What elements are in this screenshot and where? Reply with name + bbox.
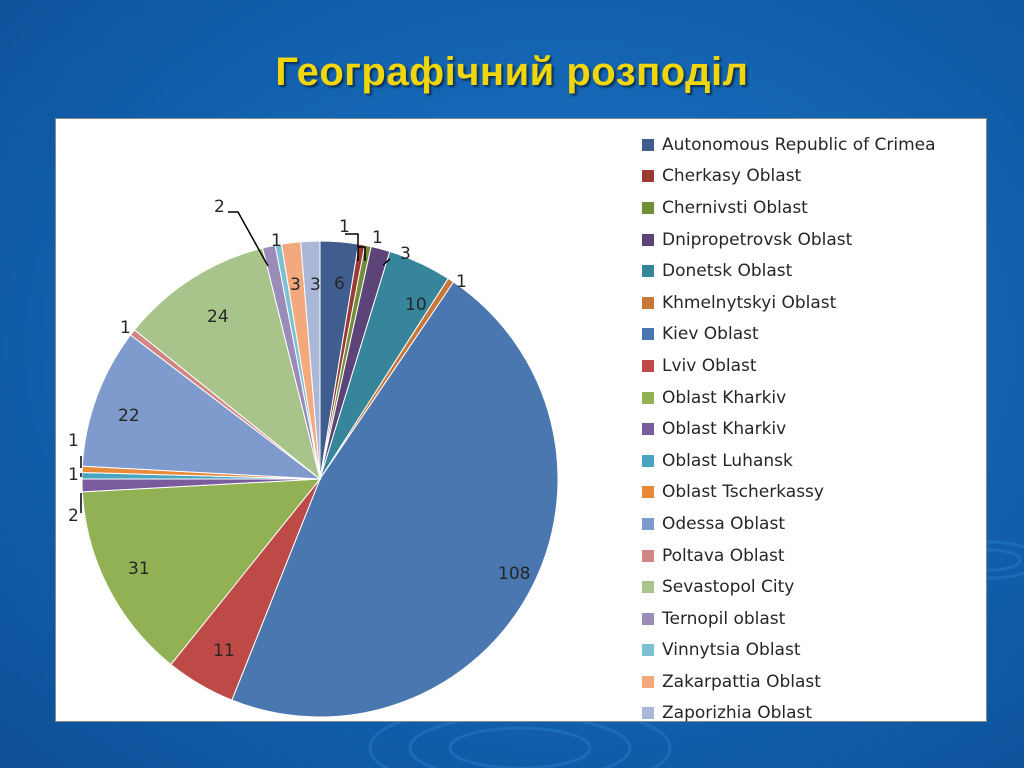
- legend-swatch: [642, 581, 654, 594]
- slice-value-label: 24: [207, 307, 229, 327]
- legend-label: Chernivsti Oblast: [662, 197, 808, 218]
- leader-line: [358, 246, 366, 261]
- leader-line: [345, 233, 359, 261]
- legend-label: Lviv Oblast: [662, 355, 757, 376]
- legend-swatch: [642, 233, 654, 246]
- legend-swatch: [642, 138, 654, 151]
- legend-swatch: [642, 707, 654, 720]
- legend-label: Oblast Kharkiv: [662, 419, 787, 440]
- legend-label: Kiev Oblast: [662, 324, 759, 345]
- pie-slice: [231, 281, 559, 718]
- slice-value-label: 1: [120, 318, 131, 338]
- legend-swatch: [642, 359, 654, 372]
- pie-slice: [300, 240, 321, 480]
- slice-value-label: 108: [498, 564, 530, 584]
- legend-label: Vinnytsia Oblast: [662, 640, 801, 661]
- legend-swatch: [642, 454, 654, 467]
- slice-value-label: 1: [339, 217, 350, 237]
- legend-label: Autonomous Republic of Crimea: [662, 134, 936, 155]
- slice-value-label: 3: [310, 275, 321, 295]
- pie-slice: [81, 478, 322, 666]
- legend-label: Oblast Luhansk: [662, 450, 793, 471]
- legend-label: Ternopil oblast: [662, 608, 786, 629]
- legend-swatch: [642, 644, 654, 657]
- legend-label: Dnipropetrovsk Oblast: [662, 229, 853, 250]
- slice-value-label: 6: [334, 274, 345, 294]
- legend-swatch: [642, 612, 654, 625]
- legend-label: Khmelnytskyi Oblast: [662, 292, 837, 313]
- legend-item: Ternopil oblast: [642, 603, 982, 635]
- pie-slice: [81, 334, 322, 480]
- legend-item: Kiev Oblast: [642, 319, 982, 351]
- legend-item: Vinnytsia Oblast: [642, 635, 982, 667]
- legend-label: Oblast Kharkiv: [662, 387, 787, 408]
- slice-value-label: 1: [372, 228, 383, 248]
- legend-label: Oblast Tscherkassy: [662, 482, 824, 503]
- legend-swatch: [642, 170, 654, 183]
- legend-swatch: [642, 265, 654, 278]
- legend-item: Odessa Oblast: [642, 508, 982, 540]
- legend-item: Autonomous Republic of Crimea: [642, 129, 982, 161]
- legend-item: Oblast Kharkiv: [642, 382, 982, 414]
- legend-item: Oblast Tscherkassy: [642, 477, 982, 509]
- legend-label: Poltava Oblast: [662, 545, 785, 566]
- legend-item: Sevastopol City: [642, 571, 982, 603]
- legend-item: Dnipropetrovsk Oblast: [642, 224, 982, 256]
- legend-swatch: [642, 423, 654, 436]
- slice-value-label: 22: [118, 406, 140, 426]
- slice-value-label: 10: [405, 295, 427, 315]
- legend-swatch: [642, 675, 654, 688]
- legend-label: Zakarpattia Oblast: [662, 671, 821, 692]
- legend-item: Poltava Oblast: [642, 540, 982, 572]
- slice-value-label: 3: [290, 275, 301, 295]
- slice-value-label: 3: [400, 244, 411, 264]
- legend-item: Zaporizhia Oblast: [642, 698, 982, 730]
- legend-swatch: [642, 201, 654, 214]
- legend-label: Cherkasy Oblast: [662, 166, 802, 187]
- slice-value-label: 1: [68, 431, 79, 451]
- slice-value-label: 1: [456, 272, 467, 292]
- legend-swatch: [642, 328, 654, 341]
- slice-value-label: 11: [213, 641, 235, 661]
- chart-area: 6 1 1 3 10 1 108 11 31 2 1 1 22 1 24 2 1 3 3 Autonomous Re…: [55, 118, 987, 723]
- legend-item: Oblast Kharkiv: [642, 413, 982, 445]
- slice-value-label: 31: [128, 559, 150, 579]
- legend-label: Donetsk Oblast: [662, 261, 793, 282]
- slice-value-label: 1: [68, 465, 79, 485]
- legend-item: Lviv Oblast: [642, 350, 982, 382]
- legend-swatch: [642, 296, 654, 309]
- leader-line: [382, 258, 391, 266]
- legend-label: Zaporizhia Oblast: [662, 703, 813, 724]
- legend-swatch: [642, 549, 654, 562]
- legend-label: Sevastopol City: [662, 577, 795, 598]
- slide-title: Географічний розподіл: [275, 50, 749, 94]
- legend-swatch: [642, 391, 654, 404]
- legend-item: Chernivsti Oblast: [642, 192, 982, 224]
- legend-swatch: [642, 517, 654, 530]
- legend-item: Donetsk Oblast: [642, 255, 982, 287]
- legend-swatch: [642, 486, 654, 499]
- legend-item: Oblast Luhansk: [642, 445, 982, 477]
- slice-value-label: 2: [214, 197, 225, 217]
- legend-label: Odessa Oblast: [662, 513, 786, 534]
- chart-legend: Autonomous Republic of Crimea Cherkasy Ob…: [642, 129, 982, 729]
- legend-item: Zakarpattia Oblast: [642, 666, 982, 698]
- pie-slice: [133, 247, 321, 481]
- leader-line: [228, 211, 269, 267]
- legend-item: Cherkasy Oblast: [642, 161, 982, 193]
- legend-item: Khmelnytskyi Oblast: [642, 287, 982, 319]
- slice-value-label: 2: [68, 506, 79, 526]
- slice-value-label: 1: [271, 231, 282, 251]
